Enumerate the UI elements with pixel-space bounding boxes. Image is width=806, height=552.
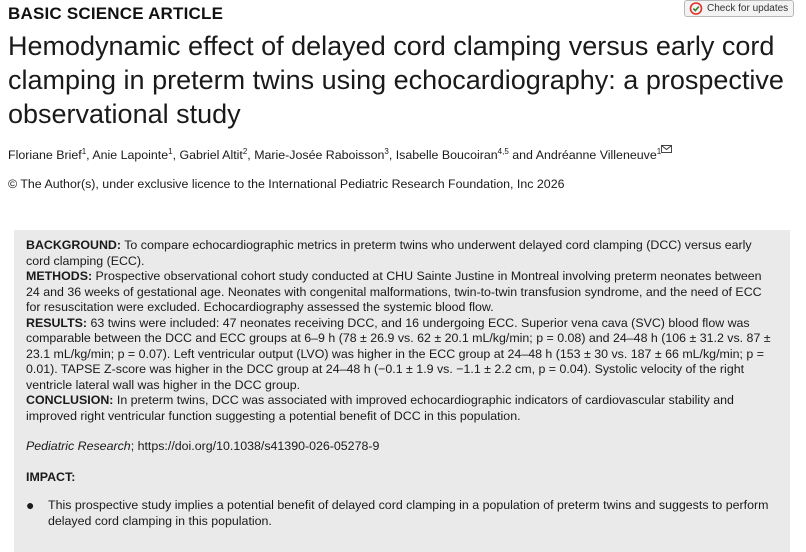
author-affiliation: 2 [242, 146, 248, 156]
author-affiliation: 1 [168, 146, 173, 156]
journal-name: Pediatric Research [26, 439, 131, 453]
article-type-label: BASIC SCIENCE ARTICLE [8, 4, 224, 23]
abstract-results: RESULTS: 63 twins were included: 47 neon… [26, 316, 778, 394]
author-name[interactable]: Andréanne Villeneuve [535, 148, 657, 162]
citation-line: Pediatric Research; https://doi.org/10.1… [26, 439, 778, 453]
bullet-icon: ● [26, 497, 35, 513]
impact-heading: IMPACT: [26, 470, 76, 484]
email-icon[interactable] [661, 145, 673, 153]
check-for-updates-button[interactable]: Check for updates [684, 0, 794, 17]
copyright-line: © The Author(s), under exclusive licence… [8, 177, 565, 191]
refresh-badge-icon [689, 2, 703, 15]
article-title: Hemodynamic effect of delayed cord clamp… [8, 31, 784, 129]
author-name[interactable]: Isabelle Boucoiran [395, 148, 498, 162]
author-affiliation: 1 [656, 146, 662, 156]
author-affiliation: 3 [384, 146, 389, 156]
author-affiliation: 1 [81, 146, 87, 156]
author-name[interactable]: Gabriel Altit [179, 148, 243, 162]
abstract-box: BACKGROUND: To compare echocardiographic… [14, 230, 790, 552]
check-for-updates-label: Check for updates [707, 3, 789, 14]
results-heading: RESULTS: [26, 315, 88, 330]
abstract-background: BACKGROUND: To compare echocardiographic… [26, 238, 778, 269]
author-name[interactable]: Anie Lapointe [92, 148, 169, 162]
author-list: Floriane Brief1, Anie Lapointe1, Gabriel… [8, 145, 673, 162]
methods-text: Prospective observational cohort study c… [26, 269, 762, 314]
author-name[interactable]: Floriane Brief [8, 148, 82, 162]
abstract-methods: METHODS: Prospective observational cohor… [26, 269, 778, 316]
methods-heading: METHODS: [26, 269, 93, 283]
conclusion-heading: CONCLUSION: [26, 393, 114, 407]
conclusion-text: In preterm twins, DCC was associated wit… [26, 393, 734, 423]
abstract-conclusion: CONCLUSION: In preterm twins, DCC was as… [26, 393, 778, 424]
doi-link[interactable]: ; https://doi.org/10.1038/s41390-026-052… [130, 439, 380, 453]
author-and: and [512, 148, 533, 162]
background-text: To compare echocardiographic metrics in … [26, 238, 752, 268]
author-name[interactable]: Marie-Josée Raboisson [254, 148, 385, 162]
impact-list-item: ● This prospective study implies a poten… [26, 497, 778, 529]
impact-text: This prospective study implies a potenti… [48, 498, 769, 528]
author-affiliation: 4,5 [497, 146, 509, 156]
background-heading: BACKGROUND: [26, 238, 121, 252]
results-text: 63 twins were included: 47 neonates rece… [26, 315, 771, 392]
